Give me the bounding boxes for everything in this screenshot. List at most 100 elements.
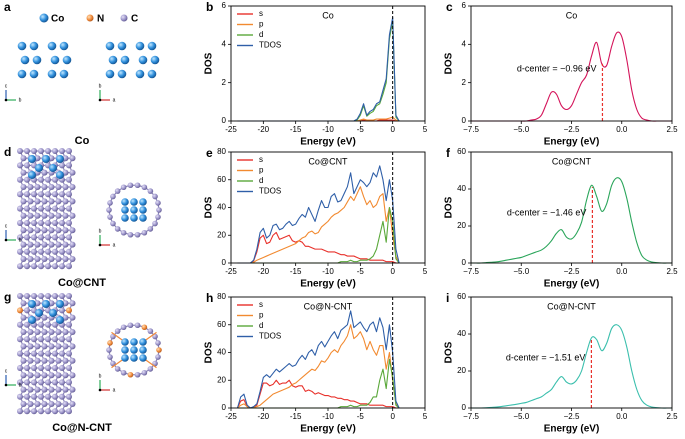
x-tick-label: -20	[258, 125, 270, 134]
panel-label: e	[206, 146, 213, 160]
atom	[29, 41, 39, 51]
atom	[34, 212, 41, 219]
data-line	[470, 31, 672, 122]
atom	[38, 350, 44, 357]
x-tick-label: -10	[322, 125, 334, 134]
atom	[47, 41, 57, 51]
atom	[41, 212, 48, 219]
atom	[38, 365, 44, 371]
atom	[45, 321, 51, 328]
atom	[155, 214, 161, 220]
atom	[56, 155, 64, 163]
atom	[24, 365, 30, 371]
x-tick-label: −7.5	[463, 412, 479, 421]
x-axis-label: Energy (eV)	[300, 424, 356, 435]
axis-letter: b	[19, 237, 22, 243]
atom	[41, 184, 48, 190]
atom	[66, 365, 72, 371]
atom	[48, 198, 55, 205]
atom	[120, 184, 127, 191]
y-tick-label: 80	[217, 147, 226, 156]
legend-label: p	[259, 166, 264, 175]
atom	[48, 241, 55, 248]
atom	[20, 55, 30, 65]
atom	[41, 256, 48, 262]
panel-label: g	[4, 290, 11, 304]
atom	[114, 328, 121, 334]
x-tick-label: -25	[225, 267, 237, 276]
atom	[41, 401, 48, 407]
atom	[45, 205, 51, 212]
atom	[114, 366, 121, 372]
x-tick-label: −7.5	[463, 125, 479, 134]
atom	[17, 69, 27, 79]
atom	[107, 214, 113, 220]
atom	[31, 365, 37, 371]
atom	[17, 408, 23, 415]
atom	[45, 393, 51, 400]
atom	[24, 379, 30, 386]
atom	[20, 386, 27, 393]
atom	[52, 365, 58, 371]
legend-label: TDOS	[259, 41, 281, 50]
atom	[69, 300, 76, 307]
atom	[20, 155, 27, 162]
plot-frame	[470, 296, 673, 409]
atom	[47, 69, 57, 79]
atom	[106, 207, 112, 213]
axis-letter: a	[113, 97, 116, 103]
atom	[27, 343, 34, 350]
atom	[69, 241, 76, 248]
atom	[17, 148, 23, 154]
atom	[42, 155, 50, 163]
axis-origin	[98, 98, 102, 102]
atom	[155, 340, 161, 346]
y-tick-label: 80	[217, 292, 226, 301]
atom	[66, 191, 72, 198]
data-line	[471, 324, 672, 409]
atom	[69, 314, 76, 321]
atom	[130, 338, 138, 346]
atom	[31, 234, 37, 241]
atom	[45, 350, 51, 357]
legend-label: d	[259, 176, 263, 185]
atom	[62, 198, 69, 205]
atom	[41, 329, 48, 335]
atom	[66, 408, 72, 415]
legend-label: C	[131, 14, 138, 25]
atom	[69, 343, 76, 350]
x-tick-label: 2.5	[666, 267, 678, 276]
y-tick-label: 20	[457, 366, 466, 375]
plot-frame	[230, 296, 426, 409]
y-tick-label: 20	[457, 221, 466, 230]
y-axis-label: DOS	[204, 341, 215, 363]
atom	[147, 69, 157, 79]
atom	[121, 198, 129, 206]
y-tick-label: 0	[222, 258, 227, 267]
atom	[62, 184, 69, 190]
axis-origin	[4, 98, 8, 102]
atom	[121, 206, 129, 214]
panel-label: c	[446, 0, 453, 14]
atom	[45, 336, 51, 343]
atom	[34, 300, 41, 307]
atom	[45, 293, 51, 299]
atom	[130, 346, 138, 354]
atom	[38, 379, 44, 386]
atom	[31, 148, 37, 154]
x-tick-label: 2.5	[666, 412, 678, 421]
x-tick-label: -15	[290, 267, 302, 276]
atom	[66, 220, 72, 226]
atom	[31, 336, 37, 343]
atom	[130, 198, 138, 206]
atom	[45, 234, 51, 241]
atom	[69, 227, 76, 234]
atom	[121, 354, 129, 362]
x-axis-label: Energy (eV)	[544, 137, 600, 148]
atom	[34, 401, 41, 407]
atom	[66, 148, 72, 154]
atom	[62, 227, 69, 234]
atom	[24, 321, 30, 328]
x-tick-label: -20	[258, 267, 270, 276]
